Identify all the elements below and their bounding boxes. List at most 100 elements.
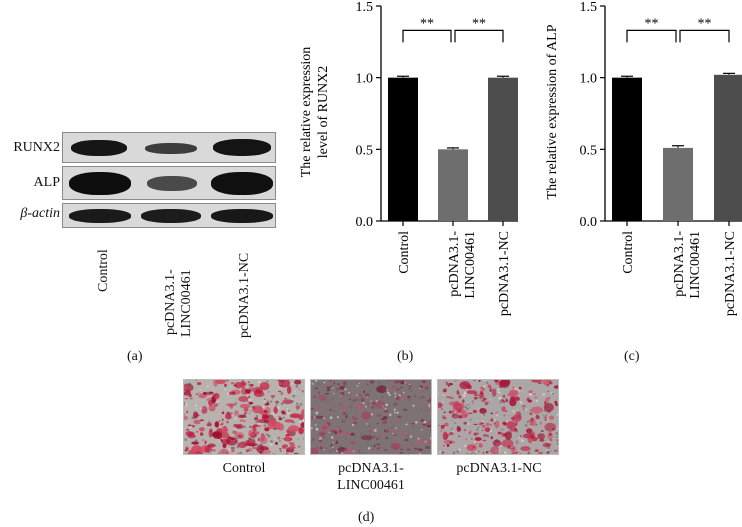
stain-spot — [273, 453, 277, 454]
texture-dot — [407, 397, 411, 401]
stain-spot — [537, 382, 542, 384]
stain-spot — [519, 434, 522, 438]
texture-dot — [194, 439, 198, 443]
texture-dot — [442, 401, 444, 403]
texture-dot — [184, 413, 185, 415]
stain-spot — [224, 383, 227, 387]
y-tick-label: 1.5 — [580, 0, 598, 15]
stain-spot — [510, 417, 516, 420]
staining-image-linc — [310, 379, 432, 455]
stain-spot — [393, 452, 396, 454]
stain-spot — [531, 380, 543, 383]
y-tick-label: 0.5 — [580, 143, 598, 158]
texture-dot — [296, 409, 298, 411]
texture-dot — [369, 432, 372, 435]
stain-spot — [516, 439, 518, 444]
stain-spot — [546, 397, 551, 400]
stain-spot — [393, 433, 397, 437]
texture-dot — [419, 452, 422, 454]
stain-spot — [511, 452, 515, 454]
stain-spot — [202, 438, 205, 442]
texture-dot — [184, 438, 188, 441]
y-axis-label: The relative expression of ALP — [545, 24, 560, 199]
stain-spot — [481, 399, 486, 402]
stain-spot — [448, 431, 454, 436]
stain-spot — [528, 390, 533, 394]
texture-dot — [545, 414, 548, 417]
texture-dot — [281, 437, 284, 440]
stain-spot — [539, 438, 545, 442]
stain-spot — [377, 446, 382, 449]
stain-spot — [548, 381, 553, 385]
stain-spot — [528, 419, 534, 423]
stain-spot — [187, 424, 191, 427]
stain-spot — [410, 423, 415, 425]
stain-spot — [334, 442, 338, 444]
texture-dot — [248, 412, 251, 415]
stain-spot — [402, 397, 407, 401]
stain-spot — [191, 417, 194, 420]
stain-spot — [502, 394, 506, 398]
texture-dot — [476, 419, 478, 422]
stain-spot — [440, 451, 445, 454]
stain-spot — [504, 410, 508, 413]
stain-spot — [443, 444, 446, 447]
texture-dot — [269, 400, 273, 403]
stain-spot — [269, 421, 281, 427]
stain-spot — [407, 395, 411, 398]
stain-spot — [332, 440, 335, 442]
texture-dot — [271, 397, 274, 400]
texture-dot — [454, 422, 457, 425]
stain-spot — [319, 439, 322, 442]
stain-spot — [294, 380, 302, 385]
stain-spot — [341, 405, 346, 411]
stain-spot — [510, 396, 520, 402]
texture-dot — [529, 409, 532, 412]
stain-spot — [509, 425, 512, 429]
stain-spot — [526, 428, 533, 434]
stain-spot — [518, 386, 522, 390]
stain-spot — [376, 443, 380, 446]
stain-spot — [482, 388, 486, 391]
texture-dot — [442, 394, 445, 397]
stain-spot — [427, 440, 431, 444]
texture-dot — [389, 413, 392, 417]
stain-spot — [443, 440, 456, 445]
texture-dot — [293, 392, 296, 395]
stain-spot — [487, 384, 491, 387]
stain-spot — [311, 447, 319, 454]
texture-dot — [267, 391, 270, 393]
stain-spot — [482, 452, 485, 454]
texture-dot — [345, 454, 347, 455]
x-tick-label: Control — [397, 231, 412, 274]
stain-spot — [462, 399, 465, 403]
stain-spot — [237, 452, 239, 454]
blot-strip-beta-actin — [62, 203, 276, 228]
stain-spot — [234, 423, 239, 426]
stain-spot — [277, 390, 282, 393]
texture-dot — [255, 414, 259, 418]
stain-spot — [542, 442, 552, 448]
stain-spot — [204, 440, 207, 445]
texture-dot — [318, 421, 320, 423]
stain-spot — [418, 448, 423, 452]
stain-spot — [350, 384, 354, 386]
stain-spot — [473, 432, 478, 436]
texture-dot — [262, 405, 265, 409]
stain-spot — [455, 412, 459, 414]
stain-spot — [448, 410, 452, 414]
stain-spot — [492, 439, 502, 447]
stain-spot — [490, 446, 500, 454]
texture-dot — [194, 404, 198, 407]
texture-dot — [359, 395, 363, 399]
stain-spot — [326, 389, 331, 392]
texture-dot — [412, 404, 415, 407]
stain-spot — [463, 429, 467, 432]
stain-spot — [490, 412, 494, 415]
stain-spot — [248, 430, 253, 437]
stain-spot — [330, 384, 333, 389]
x-tick-label: pcDNA3.1-LINC00461 — [672, 231, 703, 299]
stain-spot — [184, 397, 189, 400]
texture-dot — [520, 439, 524, 443]
stain-spot — [469, 430, 472, 433]
